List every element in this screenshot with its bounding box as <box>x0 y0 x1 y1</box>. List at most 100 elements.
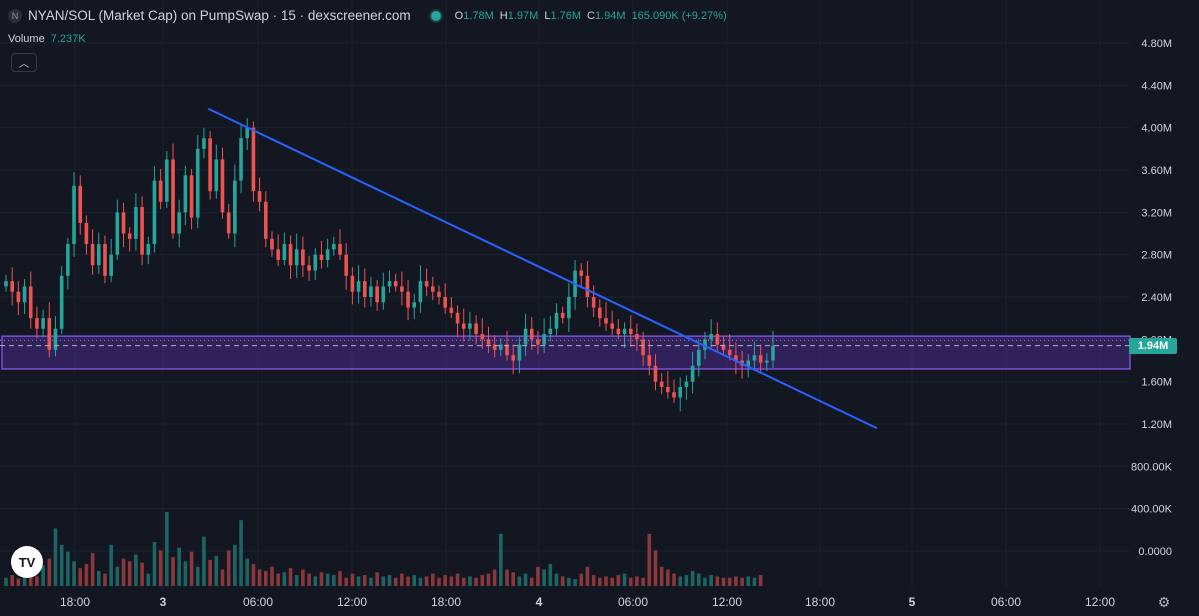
candle-body <box>449 307 454 313</box>
candle-body <box>709 334 713 340</box>
time-tick-label: 3 <box>160 595 167 609</box>
candle-body <box>10 281 14 292</box>
volume-bar <box>554 573 559 586</box>
volume-bar <box>72 561 76 586</box>
candle-body <box>598 307 602 319</box>
time-tick-label: 06:00 <box>618 595 648 609</box>
volume-bar <box>288 568 293 586</box>
volume-bar <box>443 575 447 586</box>
candle-body <box>758 355 763 363</box>
volume-bar <box>591 575 596 586</box>
gear-icon[interactable]: ⚙ <box>1157 593 1171 610</box>
volume-bar <box>412 575 417 586</box>
volume-bar <box>189 551 194 586</box>
candle-body <box>41 318 45 329</box>
volume-bar <box>257 569 262 586</box>
candle-body <box>672 392 676 398</box>
collapse-legend-button[interactable]: ︿ <box>11 53 37 72</box>
time-tick-label: 18:00 <box>431 595 461 609</box>
time-tick-label: 18:00 <box>805 595 835 609</box>
candle-body <box>338 244 342 255</box>
candle-body <box>703 339 707 350</box>
candle-body <box>715 334 720 345</box>
volume-bar <box>400 573 404 586</box>
volume-bar <box>177 547 181 586</box>
candle-body <box>356 281 361 292</box>
tradingview-logo[interactable]: TV <box>11 546 43 578</box>
volume-bar <box>387 575 392 586</box>
volume-bar <box>696 573 701 586</box>
candle-body <box>511 355 516 361</box>
candle-body <box>158 180 163 202</box>
volume-bar <box>746 576 751 586</box>
volume-bar <box>369 577 373 586</box>
price-tick-label: 400.00K <box>1131 504 1173 516</box>
volume-bar <box>610 577 614 586</box>
volume-bar <box>171 557 175 586</box>
volume-bar <box>672 573 676 586</box>
candle-body <box>282 244 287 260</box>
candle-body <box>72 185 76 245</box>
volume-bar <box>505 569 509 586</box>
candle-body <box>492 344 497 350</box>
volume-bar <box>437 577 441 586</box>
volume-bar <box>165 511 169 586</box>
volume-bar <box>47 558 52 586</box>
ohlc-legend: O1.78M H1.97M L1.76M C1.94M 165.090K (+9… <box>455 10 727 22</box>
volume-bar <box>641 577 645 586</box>
volume-bar <box>393 577 398 586</box>
volume-bar <box>752 577 757 586</box>
volume-bar <box>270 566 274 586</box>
candle-body <box>53 328 58 350</box>
candle-body <box>16 291 21 303</box>
ohlc-high: H1.97M <box>499 9 539 22</box>
candle-body <box>226 212 231 234</box>
volume-bar <box>573 579 577 586</box>
volume-bar <box>121 558 126 586</box>
volume-bar <box>146 573 151 586</box>
candle-body <box>734 355 738 361</box>
volume-bar <box>214 555 219 586</box>
volume-bar <box>375 572 379 586</box>
volume-bar <box>350 573 355 586</box>
volume-bar <box>567 577 571 586</box>
volume-bar <box>152 542 157 586</box>
candle-body <box>430 286 435 292</box>
candle-body <box>375 286 379 303</box>
price-tick-label: 4.80M <box>1141 38 1172 50</box>
candle-body <box>647 355 652 366</box>
candle-body <box>251 127 256 192</box>
price-tick-label: 2.40M <box>1141 292 1172 304</box>
candle-body <box>653 365 658 382</box>
candle-body <box>4 281 8 287</box>
volume-bar <box>635 576 639 586</box>
symbol-icon[interactable]: N <box>8 8 22 23</box>
chart-title: NYAN/SOL (Market Cap) on PumpSwap · 15 ·… <box>28 8 411 23</box>
candle-body <box>146 244 151 255</box>
volume-bar <box>319 572 324 586</box>
candle-body <box>344 254 349 276</box>
volume-bar <box>53 528 58 586</box>
candle-body <box>393 281 398 287</box>
volume-bar <box>202 536 206 586</box>
volume-bar <box>758 575 763 586</box>
volume-bar <box>517 576 522 586</box>
volume-bar <box>226 550 231 586</box>
time-tick-label: 12:00 <box>337 595 367 609</box>
volume-bar <box>474 577 478 586</box>
volume-bar <box>233 544 237 586</box>
volume-bar <box>195 566 200 586</box>
volume-bar <box>16 578 21 586</box>
candle-body <box>604 318 608 324</box>
candle-body <box>585 275 590 297</box>
candle-body <box>727 349 732 356</box>
volume-bar <box>449 576 454 586</box>
candle-body <box>480 334 485 340</box>
volume-bar <box>579 573 584 586</box>
volume-bar <box>127 561 132 586</box>
volume-bar <box>282 572 287 586</box>
volume-bar <box>59 544 64 586</box>
candle-body <box>443 297 447 308</box>
volume-bar <box>721 577 726 586</box>
